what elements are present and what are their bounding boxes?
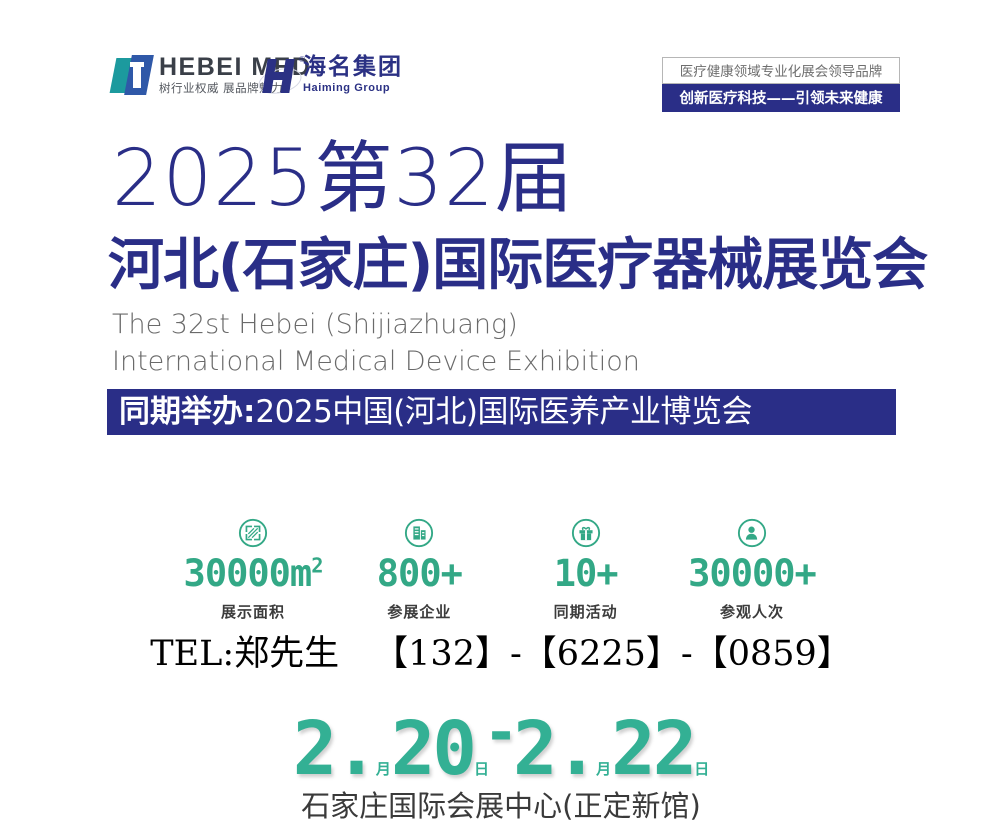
building-icon [405, 518, 434, 548]
haiming-name-en: Haiming Group [303, 82, 391, 94]
stat-visitors: 30000+ 参观人次 [669, 518, 835, 622]
gift-icon [571, 518, 600, 548]
date-start-month-unit: 月 [375, 760, 391, 778]
stat-exhibition-area: 30000m2 展示面积 [170, 518, 336, 622]
stat-concurrent-activities: 10+ 同期活动 [503, 518, 669, 622]
date-range-dash: - [488, 698, 514, 766]
date-end-month: 2. [513, 706, 599, 792]
header-row: HEBEI MED 树行业权威 展品牌魅力 ® 海名集团 Haiming Gro… [0, 55, 1002, 112]
contact-phone-sep1: - [509, 634, 522, 674]
venue-name: 石家庄国际会展中心(正定新馆) [301, 789, 701, 823]
stats-row: 30000m2 展示面积 800+ 参展企业 [170, 518, 835, 622]
hebei-med-name-cn: 树行业权威 展品牌魅力 [159, 81, 284, 96]
concurrent-banner-label: 同期举办: [119, 393, 256, 430]
date-end-month-unit: 月 [596, 760, 612, 778]
stat-value: 800+ [376, 552, 463, 595]
stat-value: 30000+ [688, 552, 817, 595]
concurrent-event-banner: 同期举办: 2025中国(河北)国际医养产业博览会 [107, 389, 896, 435]
title-english-line1: The 32st Hebei (Shijiazhuang) [112, 309, 518, 340]
date-end-day: 22 [611, 706, 697, 792]
hebei-med-logo-mark-icon [109, 55, 154, 95]
date-start-day-unit: 日 [473, 760, 489, 778]
stat-label: 展示面积 [220, 603, 285, 621]
stat-label: 参观人次 [719, 603, 784, 621]
date-start-day: 20 [390, 706, 477, 792]
title-english-line2: International Medical Device Exhibition [112, 346, 640, 378]
stat-label: 参展企业 [387, 603, 452, 621]
haiming-group-logo-text: 海名集团 Haiming Group [303, 56, 403, 94]
haiming-group-logo: ® 海名集团 Haiming Group [255, 55, 403, 98]
date-end-day-unit: 日 [694, 760, 710, 778]
stat-value: 10+ [553, 552, 619, 595]
area-expand-icon [238, 518, 268, 548]
event-date-line: 2.月20日-2.月22日 [0, 698, 1002, 786]
registered-trademark-icon: ® [299, 55, 305, 64]
title-year-edition: 2025第32届 [112, 134, 574, 224]
contact-phone-part3: 【0859】 [692, 634, 852, 674]
visitor-person-icon [737, 518, 767, 548]
page-title: 河北(石家庄)国际医疗器械展览会 [108, 233, 928, 298]
contact-phone-part2: 【6225】 [521, 634, 681, 674]
haiming-group-logo-mark-icon: ® [255, 55, 305, 98]
stat-value: 30000m2 [183, 552, 324, 595]
contact-phone-part1: 【132】 [373, 634, 510, 674]
concurrent-banner-text: 2025中国(河北)国际医养产业博览会 [255, 393, 752, 430]
slogan-top: 医疗健康领域专业化展会领导品牌 [662, 57, 900, 84]
contact-phone-line: TEL:郑先生 【132】-【6225】-【0859】 [0, 637, 1002, 672]
slogan-block: 医疗健康领域专业化展会领导品牌 创新医疗科技——引领未来健康 [662, 57, 900, 112]
date-start-month: 2. [292, 706, 379, 792]
stat-exhibiting-companies: 800+ 参展企业 [336, 518, 502, 622]
contact-prefix: TEL:郑先生 [150, 634, 340, 674]
slogan-bottom: 创新医疗科技——引领未来健康 [662, 84, 900, 112]
haiming-name-cn: 海名集团 [303, 54, 403, 80]
title-english: The 32st Hebei (Shijiazhuang) Internatio… [112, 306, 640, 381]
contact-phone-sep2: - [680, 634, 693, 674]
stat-label: 同期活动 [553, 603, 618, 621]
